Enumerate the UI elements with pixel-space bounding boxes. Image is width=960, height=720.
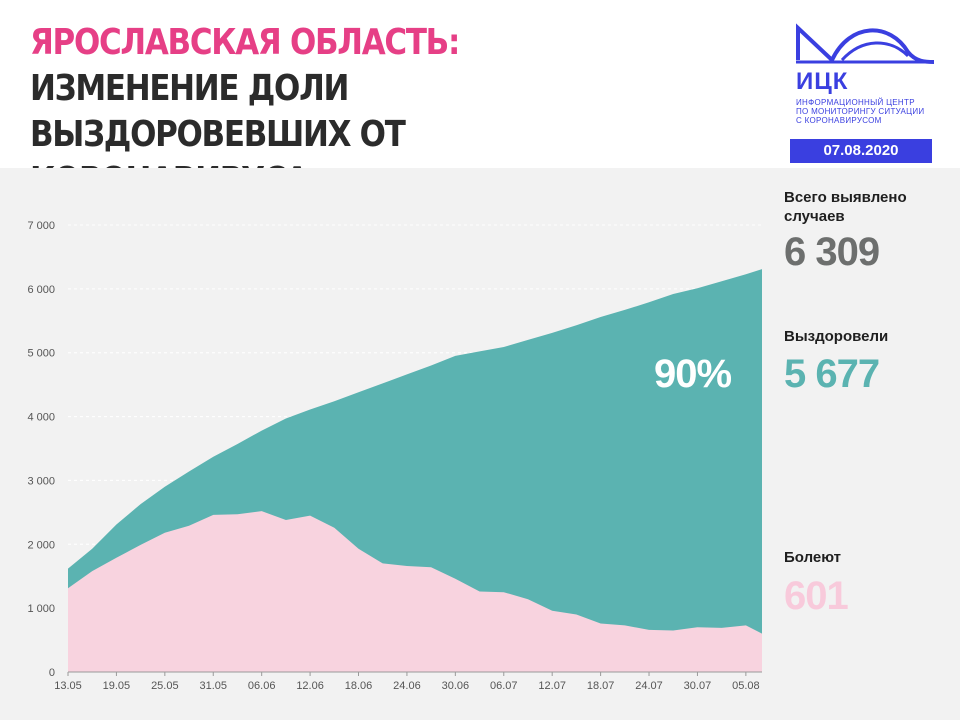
logo-caption-line: Информационный центр: [796, 98, 915, 107]
y-tick-label: 5 000: [27, 348, 55, 360]
sick-value: 601: [784, 574, 849, 618]
x-tick-label: 24.06: [393, 680, 421, 692]
logo-caption: Информационный центр по мониторингу ситу…: [796, 98, 936, 125]
recovered-value: 5 677: [784, 352, 880, 396]
y-tick-label: 2 000: [27, 539, 55, 551]
x-tick-label: 06.06: [248, 680, 276, 692]
logo-abbr: ИЦК: [796, 68, 849, 95]
page-title: ЯРОСЛАВСКАЯ ОБЛАСТЬ: ИЗМЕНЕНИЕ ДОЛИ ВЫЗД…: [30, 20, 649, 204]
x-tick-label: 25.05: [151, 680, 179, 692]
x-tick-label: 12.06: [296, 680, 324, 692]
y-tick-label: 7 000: [27, 220, 55, 232]
y-tick-label: 6 000: [27, 284, 55, 296]
date-badge: 07.08.2020: [790, 139, 932, 163]
logo-caption-line: по мониторингу ситуации: [796, 107, 925, 116]
y-tick-label: 1 000: [27, 603, 55, 615]
total-label: Всего выявлено случаев: [784, 189, 907, 225]
y-tick-label: 0: [49, 667, 55, 679]
logo-icon: [796, 23, 935, 64]
x-tick-label: 19.05: [103, 680, 131, 692]
x-tick-label: 12.07: [538, 680, 566, 692]
recovered-label: Выздоровели: [784, 328, 889, 345]
x-tick-label: 05.08: [732, 680, 760, 692]
sick-area: [68, 511, 762, 672]
sick-label: Болеют: [784, 549, 842, 566]
x-tick-label: 30.06: [442, 680, 470, 692]
x-tick-label: 24.07: [635, 680, 663, 692]
logo-caption-line: с коронавирусом: [796, 116, 882, 125]
x-tick-label: 13.05: [54, 680, 82, 692]
header: ЯРОСЛАВСКАЯ ОБЛАСТЬ: ИЗМЕНЕНИЕ ДОЛИ ВЫЗД…: [0, 0, 960, 201]
x-tick-label: 06.07: [490, 680, 518, 692]
y-tick-label: 3 000: [27, 475, 55, 487]
x-tick-label: 30.07: [684, 680, 712, 692]
x-tick-label: 18.07: [587, 680, 615, 692]
y-tick-label: 4 000: [27, 412, 55, 424]
title-rest-line1: ИЗМЕНЕНИЕ ДОЛИ: [30, 68, 349, 109]
title-region: ЯРОСЛАВСКАЯ ОБЛАСТЬ:: [30, 22, 460, 63]
total-value: 6 309: [784, 230, 880, 274]
recovered-percent: 90%: [654, 352, 732, 396]
x-tick-label: 31.05: [199, 680, 227, 692]
x-tick-label: 18.06: [345, 680, 373, 692]
area-chart: 0 1 000 2 000 3 000 4 000 5 000 6 000 7 000 13.0…: [27, 220, 762, 692]
